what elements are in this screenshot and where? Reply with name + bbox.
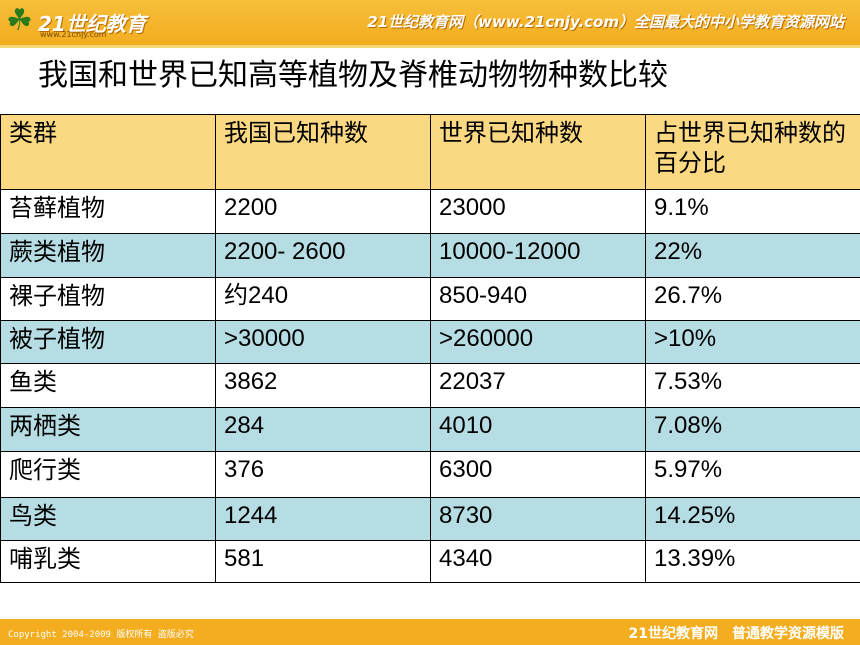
table-cell: 23000 <box>430 189 646 234</box>
row-group-cell: 两栖类 <box>0 407 216 452</box>
row-group-cell: 鱼类 <box>0 363 216 408</box>
row-group-cell: 被子植物 <box>0 320 216 364</box>
species-table: 类群 我国已知种数 世界已知种数 占世界已知种数的百分比 苔藓植物 2200 23000 9.… <box>0 114 860 583</box>
table-cell: 约240 <box>215 277 431 321</box>
table-cell: 22037 <box>430 363 646 408</box>
copyright-text: Copyright 2004-2009 版权所有 盗版必究 <box>8 630 194 640</box>
table-row: 蕨类植物 2200- 2600 10000-12000 22% <box>0 233 860 278</box>
table-cell: >260000 <box>430 320 646 364</box>
row-group-cell: 爬行类 <box>0 451 216 498</box>
table-cell: 4010 <box>430 407 646 452</box>
table-cell: 7.53% <box>645 363 860 408</box>
table-row: 裸子植物 约240 850-940 26.7% <box>0 277 860 321</box>
runner-icon: ☘ <box>6 3 33 38</box>
table-cell: 13.39% <box>645 540 860 583</box>
table-cell: 5.97% <box>645 451 860 498</box>
column-header: 我国已知种数 <box>215 114 431 190</box>
table-cell: >10% <box>645 320 860 364</box>
row-group-cell: 蕨类植物 <box>0 233 216 278</box>
page-title: 我国和世界已知高等植物及脊椎动物物种数比较 <box>38 58 668 93</box>
row-group-cell: 苔藓植物 <box>0 189 216 234</box>
table-cell: 1244 <box>215 497 431 541</box>
table-cell: 8730 <box>430 497 646 541</box>
table-row: 被子植物 >30000 >260000 >10% <box>0 320 860 364</box>
footer-bar <box>0 619 860 645</box>
column-header: 占世界已知种数的百分比 <box>645 114 860 190</box>
top-banner: ☘ 21世纪教育 www.21cnjy.com 21世纪教育网（www.21cn… <box>0 0 860 45</box>
table-cell: 14.25% <box>645 497 860 541</box>
table-row: 鸟类 1244 8730 14.25% <box>0 497 860 541</box>
logo-subtext: www.21cnjy.com <box>40 30 107 39</box>
table-cell: 22% <box>645 233 860 278</box>
table-row: 鱼类 3862 22037 7.53% <box>0 363 860 408</box>
table-row: 两栖类 284 4010 7.08% <box>0 407 860 452</box>
table-row: 爬行类 376 6300 5.97% <box>0 451 860 498</box>
banner-tagline: 21世纪教育网（www.21cnjy.com）全国最大的中小学教育资源网站 <box>367 13 844 31</box>
footer-brand: 21世纪教育网 普通教学资源模版 <box>628 626 844 642</box>
table-cell: 284 <box>215 407 431 452</box>
table-cell: 4340 <box>430 540 646 583</box>
table-row: 哺乳类 581 4340 13.39% <box>0 540 860 583</box>
table-cell: 2200 <box>215 189 431 234</box>
logo-text: 21世纪教育 <box>38 12 146 36</box>
table-header-row: 类群 我国已知种数 世界已知种数 占世界已知种数的百分比 <box>0 114 860 190</box>
column-header: 类群 <box>0 114 216 190</box>
table-cell: 3862 <box>215 363 431 408</box>
table-cell: 581 <box>215 540 431 583</box>
banner-divider <box>0 45 860 48</box>
table-cell: 9.1% <box>645 189 860 234</box>
table-cell: 850-940 <box>430 277 646 321</box>
table-cell: 6300 <box>430 451 646 498</box>
row-group-cell: 鸟类 <box>0 497 216 541</box>
table-cell: 7.08% <box>645 407 860 452</box>
column-header: 世界已知种数 <box>430 114 646 190</box>
table-cell: >30000 <box>215 320 431 364</box>
species-table-container: 类群 我国已知种数 世界已知种数 占世界已知种数的百分比 苔藓植物 2200 23000 9.… <box>0 114 860 583</box>
table-cell: 26.7% <box>645 277 860 321</box>
site-logo[interactable]: ☘ 21世纪教育 www.21cnjy.com <box>6 4 156 42</box>
table-cell: 376 <box>215 451 431 498</box>
table-row: 苔藓植物 2200 23000 9.1% <box>0 189 860 234</box>
row-group-cell: 哺乳类 <box>0 540 216 583</box>
table-cell: 2200- 2600 <box>215 233 431 278</box>
row-group-cell: 裸子植物 <box>0 277 216 321</box>
table-cell: 10000-12000 <box>430 233 646 278</box>
